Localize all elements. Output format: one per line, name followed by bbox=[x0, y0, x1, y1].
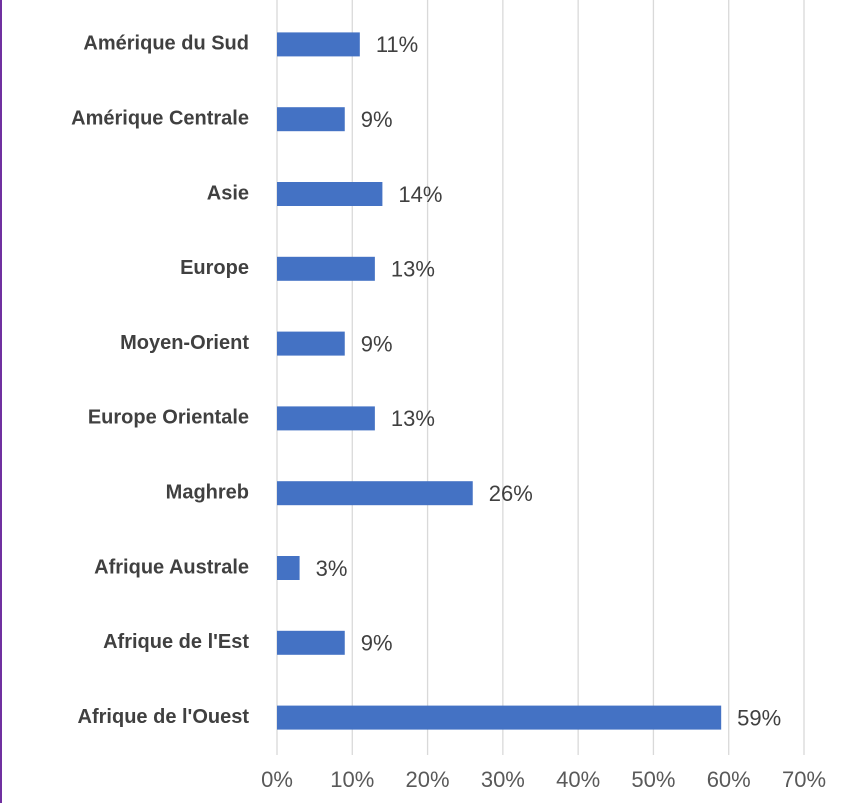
data-label: 13% bbox=[391, 257, 435, 282]
data-label: 9% bbox=[361, 631, 393, 656]
data-label: 9% bbox=[361, 107, 393, 132]
bar bbox=[277, 705, 722, 730]
category-label: Afrique Australe bbox=[94, 556, 249, 578]
category-label: Amérique Centrale bbox=[71, 107, 249, 129]
data-label: 14% bbox=[398, 182, 442, 207]
category-label: Europe Orientale bbox=[88, 407, 249, 429]
x-tick-label: 40% bbox=[556, 767, 600, 792]
bar bbox=[277, 481, 473, 506]
bar bbox=[277, 630, 345, 655]
category-label: Amérique du Sud bbox=[83, 33, 249, 55]
data-label: 59% bbox=[737, 705, 781, 730]
x-tick-label: 0% bbox=[261, 767, 293, 792]
data-label: 3% bbox=[316, 556, 348, 581]
bar bbox=[277, 256, 375, 281]
category-label: Afrique de l'Ouest bbox=[78, 706, 250, 728]
bar bbox=[277, 182, 383, 206]
x-tick-label: 30% bbox=[481, 767, 525, 792]
category-label: Moyen-Orient bbox=[120, 332, 249, 354]
data-label: 11% bbox=[376, 32, 418, 57]
bar bbox=[277, 331, 345, 356]
data-label: 13% bbox=[391, 406, 435, 431]
x-tick-label: 70% bbox=[782, 767, 826, 792]
data-label: 26% bbox=[489, 481, 533, 506]
x-tick-label: 20% bbox=[406, 767, 450, 792]
bar bbox=[277, 107, 345, 132]
category-label: Afrique de l'Est bbox=[103, 631, 249, 653]
bar bbox=[277, 32, 360, 57]
category-label: Europe bbox=[180, 257, 249, 279]
category-label: Asie bbox=[207, 182, 249, 204]
x-tick-label: 50% bbox=[631, 767, 675, 792]
data-label: 9% bbox=[361, 331, 393, 356]
bar bbox=[277, 556, 300, 580]
bar bbox=[277, 406, 375, 431]
x-tick-label: 60% bbox=[707, 767, 751, 792]
x-tick-label: 10% bbox=[330, 767, 374, 792]
category-label: Maghreb bbox=[166, 481, 249, 503]
